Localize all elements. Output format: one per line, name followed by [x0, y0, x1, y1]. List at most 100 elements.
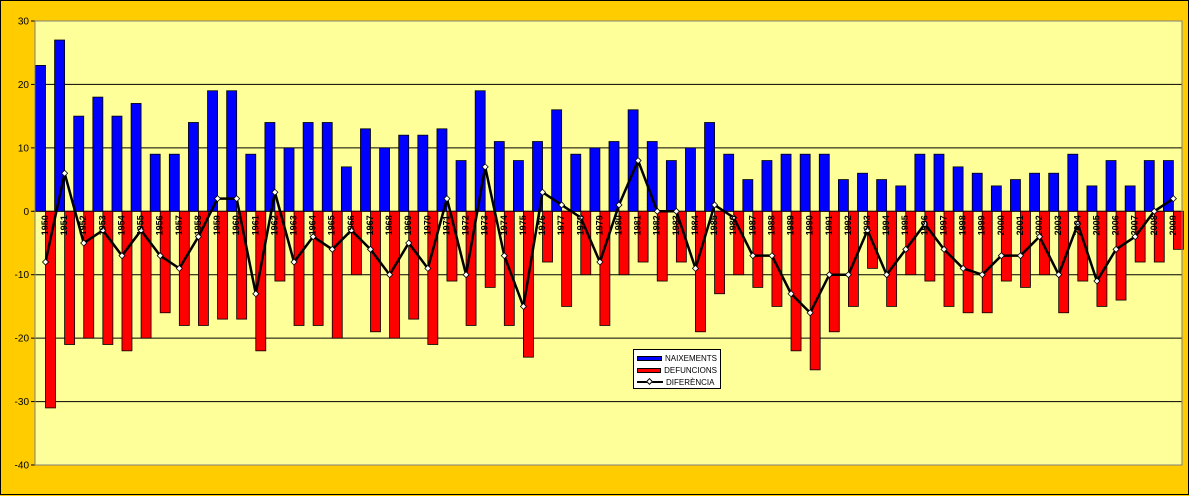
point-diferencia [347, 226, 355, 234]
bar-defuncions [121, 210, 133, 352]
x-tick-label: 2006 [1111, 215, 1121, 235]
y-tick-label: -30 [15, 397, 30, 408]
bar-naixements [340, 166, 352, 212]
x-tick-label: 1963 [289, 215, 299, 235]
bar-defuncions [370, 210, 381, 333]
point-diferencia [730, 214, 738, 222]
bar-naixements [665, 160, 677, 212]
y-tick-label: 10 [18, 143, 30, 154]
bar-naixements [838, 179, 849, 212]
bar-naixements [1105, 160, 1117, 212]
point-diferencia [271, 188, 279, 196]
legend-swatch-naixements [637, 355, 662, 361]
bar-naixements [551, 109, 563, 212]
bar-naixements [646, 141, 658, 212]
point-diferencia [1016, 252, 1025, 260]
bar-naixements [73, 115, 85, 212]
x-tick-label: 1999 [977, 215, 987, 235]
legend-entry-naixements: NAIXEMENTS [637, 352, 717, 364]
x-tick-label: 2004 [1072, 215, 1082, 235]
bar-naixements [54, 39, 66, 212]
x-tick-label: 1955 [136, 215, 146, 235]
bar-defuncions [217, 210, 228, 320]
point-diferencia [213, 195, 222, 203]
x-tick-label: 1954 [116, 215, 126, 235]
bar-naixements [933, 153, 945, 212]
x-tick-label: 1985 [709, 215, 719, 235]
y-axis-ticks: -40 -30 -20 -10 0 10 20 30 [15, 17, 35, 472]
x-tick-label: 2009 [1168, 215, 1178, 235]
bar-naixements [398, 134, 410, 212]
x-tick-label: 1984 [690, 215, 700, 235]
x-tick-label: 1972 [461, 215, 471, 235]
point-diferencia [596, 258, 604, 266]
point-diferencia [1112, 245, 1120, 253]
bar-defuncions [637, 210, 649, 263]
x-tick-label: 1998 [958, 215, 968, 235]
x-tick-label: 1979 [594, 215, 604, 235]
y-tick-label: 30 [18, 17, 30, 28]
legend-entry-diferencia: DIFERÈNCIA [637, 376, 717, 388]
bar-naixements [1067, 153, 1079, 212]
bar-naixements [302, 122, 314, 212]
x-tick-label: 1959 [212, 215, 222, 235]
x-tick-label: 1990 [805, 215, 815, 235]
point-diferencia [538, 188, 547, 196]
x-tick-label: 1966 [346, 215, 356, 235]
bar-naixements [952, 166, 964, 212]
point-diferencia [309, 233, 317, 241]
point-diferencia [921, 220, 929, 228]
bar-defuncions [83, 210, 95, 339]
point-diferencia [405, 239, 413, 247]
x-tick-label: 1964 [308, 215, 318, 235]
bar-naixements [589, 147, 601, 212]
bar-defuncions [484, 210, 496, 288]
bar-defuncions [45, 210, 56, 409]
bar-naixements [226, 90, 238, 212]
bar-defuncions [542, 210, 553, 263]
point-diferencia [997, 252, 1005, 260]
bar-naixements [780, 153, 792, 212]
bar-naixements [207, 90, 218, 212]
x-tick-label: 1971 [441, 215, 451, 235]
bar-naixements [35, 65, 46, 212]
x-tick-label: 1950 [40, 215, 50, 235]
x-tick-label: 1978 [575, 215, 585, 235]
bar-naixements [1162, 160, 1174, 212]
difference-line [41, 156, 1177, 317]
point-diferencia [252, 290, 260, 298]
bar-naixements [130, 103, 142, 212]
point-diferencia [883, 271, 891, 279]
legend-line-diferencia [637, 378, 663, 386]
bar-defuncions [618, 210, 630, 276]
point-diferencia [443, 195, 451, 203]
point-diferencia [806, 309, 814, 317]
bar-defuncions [350, 210, 362, 276]
point-diferencia [1150, 207, 1158, 215]
bar-naixements [493, 141, 505, 212]
x-tick-label: 1969 [403, 215, 413, 235]
y-tick-label: 0 [23, 207, 29, 218]
point-diferencia [175, 264, 183, 272]
bar-defuncions [102, 210, 114, 345]
point-diferencia [940, 245, 948, 253]
x-tick-label: 2003 [1053, 215, 1063, 235]
bar-defuncions [427, 210, 439, 345]
point-diferencia [424, 264, 432, 272]
bar-naixements [704, 122, 715, 212]
x-tick-label: 1973 [480, 215, 490, 235]
x-tick-label: 1988 [766, 215, 776, 235]
y-tick-label: -10 [15, 270, 30, 281]
x-tick-label: 1975 [518, 215, 528, 235]
bar-naixements [111, 115, 123, 212]
bar-defuncions [962, 210, 974, 314]
point-diferencia [634, 156, 642, 165]
bar-defuncions [236, 210, 248, 320]
bar-defuncions [408, 210, 420, 320]
x-tick-label: 1993 [862, 215, 872, 235]
x-tick-label: 1968 [384, 215, 394, 235]
y-tick-label: -20 [15, 334, 30, 345]
y-tick-label: 20 [18, 80, 30, 91]
